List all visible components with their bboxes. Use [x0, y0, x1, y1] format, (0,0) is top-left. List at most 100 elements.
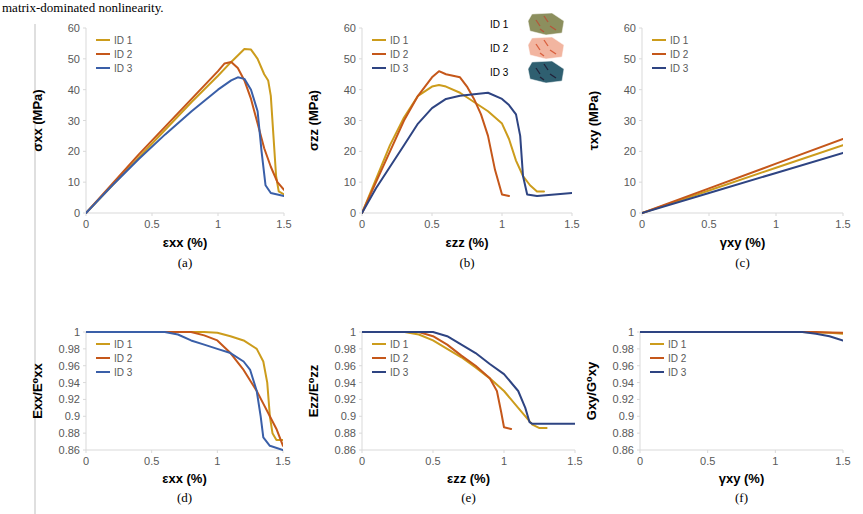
panel-label: (c): [735, 255, 749, 270]
y-tick-label: 0.86: [59, 444, 80, 456]
y-tick-label: 60: [344, 22, 356, 34]
x-tick-label: 1: [215, 218, 221, 230]
y-tick-label: 30: [68, 115, 80, 127]
legend: ID 1ID 2ID 3: [96, 339, 133, 378]
plot-area: [642, 139, 843, 213]
legend-label: ID 1: [114, 35, 133, 46]
y-tick-label: 1: [628, 326, 634, 338]
y-tick-label: 30: [344, 115, 356, 127]
legend-label: ID 2: [114, 353, 133, 364]
inset-label: ID 3: [490, 67, 509, 78]
panel-label: (e): [461, 490, 475, 505]
plot-area: [86, 49, 284, 213]
x-axis: [642, 213, 843, 214]
x-axis: [86, 450, 283, 451]
x-tick-label: 0.5: [425, 455, 440, 467]
x-tick-label: 1.5: [567, 455, 582, 467]
series-line: [86, 77, 284, 213]
legend-label: ID 1: [670, 35, 689, 46]
y-tick-label: 0.98: [59, 343, 80, 355]
x-tick-label: 1.5: [276, 218, 291, 230]
x-tick-label: 1: [499, 218, 505, 230]
legend-label: ID 3: [114, 367, 133, 378]
panel: 0.860.880.90.920.940.960.98100.511.5γxy …: [584, 326, 851, 505]
legend-label: ID 2: [390, 353, 409, 364]
y-tick-label: 0.92: [59, 393, 80, 405]
y-axis-title: τxy (MPa): [586, 91, 601, 150]
panel: 010203040506000.511.5εzz (%)σzz (MPa)(b)…: [306, 13, 580, 270]
y-tick-label: 60: [68, 22, 80, 34]
legend-label: ID 1: [668, 339, 687, 350]
legend-swatch: [372, 371, 386, 373]
x-tick-label: 0: [639, 218, 645, 230]
legend-swatch: [372, 357, 386, 359]
x-axis-title: γxy (%): [720, 235, 766, 250]
y-tick-label: 50: [624, 53, 636, 65]
y-tick-label: 0.92: [613, 393, 634, 405]
legend-swatch: [372, 53, 386, 55]
x-axis-title: εzz (%): [446, 235, 489, 250]
series-line: [362, 93, 572, 213]
y-axis: [640, 332, 641, 450]
x-axis-title: εxx (%): [162, 471, 206, 486]
legend-label: ID 2: [668, 353, 687, 364]
inset-fiber: [536, 44, 540, 50]
y-tick-label: 0.96: [613, 360, 634, 372]
y-tick-label: 0.9: [65, 410, 80, 422]
y-axis-title: Gxy/G⁰xy: [584, 361, 599, 420]
y-tick-label: 0.96: [335, 360, 356, 372]
series-line: [642, 139, 843, 213]
inset-label: ID 1: [490, 19, 509, 30]
panel-label: (a): [178, 255, 192, 270]
y-tick-label: 10: [344, 176, 356, 188]
plot-area: [86, 332, 283, 450]
figure: matrix-dominated nonlinearity.0102030405…: [0, 0, 863, 514]
plot-area: [362, 332, 575, 429]
x-axis: [362, 213, 572, 214]
legend-swatch: [372, 39, 386, 41]
legend-label: ID 3: [670, 63, 689, 74]
y-tick-label: 0.94: [59, 377, 80, 389]
legend-swatch: [652, 67, 666, 69]
legend-swatch: [96, 53, 110, 55]
y-tick-label: 0.94: [613, 377, 634, 389]
inset-fiber: [540, 29, 544, 32]
y-tick-label: 0.88: [613, 427, 634, 439]
x-axis-title: εxx (%): [163, 235, 207, 250]
legend-swatch: [96, 39, 110, 41]
x-tick-label: 0: [359, 455, 365, 467]
y-tick-label: 0.94: [335, 377, 356, 389]
x-tick-label: 1.5: [835, 455, 850, 467]
legend-swatch: [650, 357, 664, 359]
y-tick-label: 0.86: [335, 444, 356, 456]
y-tick-label: 30: [624, 115, 636, 127]
panel-label: (d): [177, 490, 192, 505]
y-tick-label: 0.98: [335, 343, 356, 355]
panel-label: (b): [459, 255, 474, 270]
header-text: matrix-dominated nonlinearity.: [2, 0, 164, 15]
x-axis: [86, 213, 284, 214]
x-tick-label: 1: [214, 455, 220, 467]
x-tick-label: 1: [772, 455, 778, 467]
y-tick-label: 10: [68, 176, 80, 188]
y-tick-label: 0.92: [335, 393, 356, 405]
y-tick-label: 0.98: [613, 343, 634, 355]
inset-fiber: [536, 68, 540, 74]
legend-swatch: [96, 371, 110, 373]
y-tick-label: 40: [344, 84, 356, 96]
legend: ID 1ID 2ID 3: [652, 35, 689, 74]
x-tick-label: 1: [501, 455, 507, 467]
x-tick-label: 0.5: [701, 218, 716, 230]
x-tick-label: 0.5: [144, 218, 159, 230]
y-tick-label: 0.88: [335, 427, 356, 439]
plot-area: [362, 71, 572, 213]
y-tick-label: 1: [74, 326, 80, 338]
series-line: [86, 62, 284, 213]
series-line: [642, 153, 843, 213]
series-line: [86, 332, 283, 450]
legend-label: ID 3: [390, 367, 409, 378]
x-tick-label: 1.5: [275, 455, 290, 467]
y-tick-label: 0.86: [613, 444, 634, 456]
y-tick-label: 50: [344, 53, 356, 65]
x-tick-label: 0.5: [424, 218, 439, 230]
